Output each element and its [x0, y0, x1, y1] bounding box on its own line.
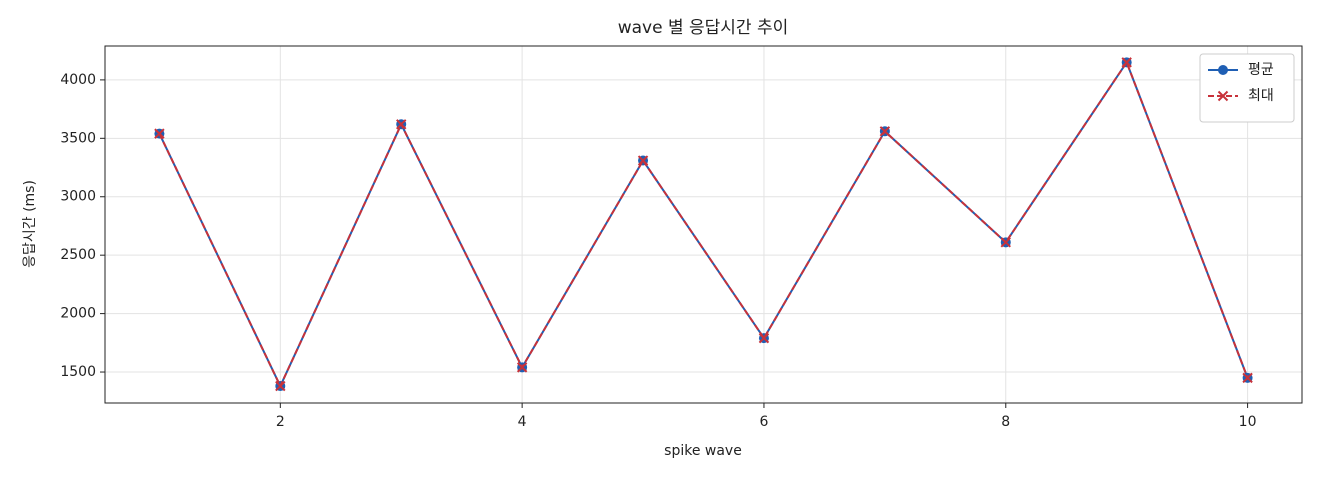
x-tick-label: 6	[759, 414, 768, 430]
x-tick-label: 10	[1239, 414, 1257, 430]
marker	[516, 362, 528, 373]
plot-frame	[104, 45, 1303, 404]
marker	[1121, 57, 1132, 68]
marker	[1000, 237, 1011, 248]
marker	[275, 380, 286, 392]
line	[158, 60, 1249, 389]
x-tick-label: 4	[518, 414, 527, 430]
marker	[758, 332, 770, 344]
marker	[154, 128, 165, 139]
x-tick-label: 2	[276, 414, 285, 430]
y-axis-label: 응답시간 (ms)	[22, 180, 38, 268]
legend-marker	[1218, 65, 1228, 75]
y-tick-label: 1500	[60, 364, 96, 380]
y-tick-label: 4000	[60, 72, 96, 88]
legend-marker	[1217, 90, 1229, 102]
y-tick-label: 2000	[60, 306, 96, 322]
chart-title: wave 별 응답시간 추이	[618, 18, 789, 38]
marker	[637, 155, 649, 166]
marker	[1242, 372, 1253, 384]
y-tick-label: 2500	[60, 247, 96, 263]
marker	[879, 126, 891, 137]
x-tick-label: 8	[1001, 414, 1010, 430]
legend-box	[1199, 53, 1295, 123]
legend-label: 최대	[1248, 88, 1274, 104]
legend-label: 평균	[1248, 62, 1274, 78]
y-tick-label: 3500	[60, 130, 96, 146]
y-tick-label: 3000	[60, 189, 96, 205]
marker	[396, 119, 407, 130]
x-axis-label: spike wave	[664, 443, 742, 459]
